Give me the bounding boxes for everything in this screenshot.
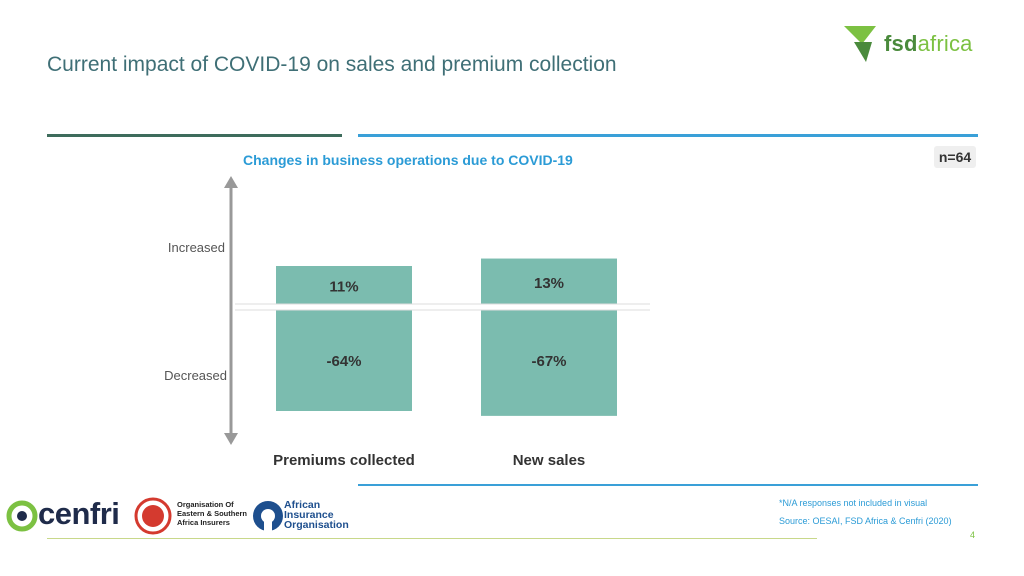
header-divider-left	[47, 134, 342, 137]
arrow-down-icon	[224, 433, 238, 445]
axis-label-increased: Increased	[168, 240, 225, 255]
header-divider-right	[358, 134, 978, 137]
footer-divider	[358, 484, 978, 486]
bar-decreased	[276, 307, 412, 411]
bar-decreased	[481, 307, 617, 416]
fsd-africa-logo-text: fsdafrica	[884, 31, 973, 56]
category-label: New sales	[513, 452, 586, 469]
chart-title: Changes in business operations due to CO…	[243, 152, 573, 168]
data-label-decreased: -67%	[531, 353, 566, 370]
axis-label-decreased: Decreased	[164, 368, 227, 383]
aio-logo-text: African Insurance Organisation	[284, 499, 349, 531]
footnote: *N/A responses not included in visual	[779, 498, 928, 508]
source-note: Source: OESAI, FSD Africa & Cenfri (2020…	[779, 516, 952, 526]
footer-line	[47, 538, 817, 539]
fsd-africa-logo-icon	[844, 26, 876, 62]
arrow-up-icon	[224, 176, 238, 188]
page-number: 4	[970, 530, 976, 540]
aio-logo-icon	[253, 501, 283, 531]
sample-size-badge: n=64	[934, 146, 976, 168]
bar-chart: Increased Decreased 11% -64% Premiums collec…	[164, 176, 650, 469]
partner-logos	[6, 497, 283, 535]
bar-increased	[276, 266, 412, 307]
oesai-logo-icon	[134, 497, 172, 535]
cenfri-logo-icon	[6, 500, 38, 532]
bar-increased	[481, 258, 617, 307]
data-label-increased: 13%	[534, 275, 564, 292]
data-label-increased: 11%	[329, 279, 358, 296]
cenfri-logo-text: cenfri	[38, 496, 120, 531]
slide-title: Current impact of COVID-19 on sales and …	[47, 53, 617, 76]
data-label-decreased: -64%	[326, 353, 361, 370]
category-label: Premiums collected	[273, 452, 415, 469]
oesai-logo-text: Organisation Of Eastern & Southern Africa …	[177, 500, 248, 527]
zero-band	[235, 304, 650, 310]
